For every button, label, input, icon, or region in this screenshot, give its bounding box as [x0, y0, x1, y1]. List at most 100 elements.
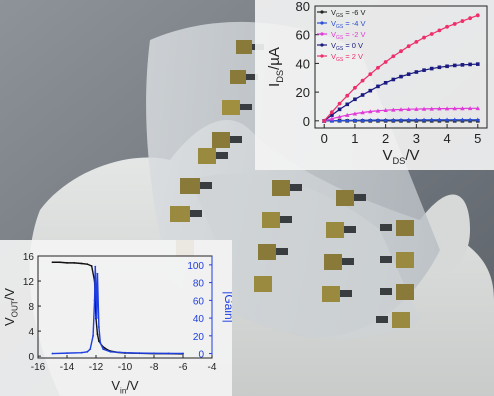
vtc-y-left-axis-label: VOUT/V — [2, 288, 20, 326]
output-y-axis-label-main: I — [266, 83, 283, 87]
output-series-2-point-3 — [345, 112, 350, 117]
vtc-series-1-point-15 — [124, 351, 126, 354]
output-legend-label-2-tail: = -2 V — [343, 30, 365, 39]
output-series-2-point-11 — [406, 106, 411, 111]
output-x-tick-label-1: 1 — [351, 131, 358, 146]
vtc-series-1-point-18 — [167, 352, 170, 355]
vtc-series-1-point-6 — [93, 299, 96, 302]
inverter-transfer-inset: -16 -14 -12 -10 -8 -6 -4 0 4 8 12 16 0 20 40 60 80 100 Vin… — [0, 240, 232, 396]
vtc-series-1-point-19 — [182, 352, 184, 355]
vtc-series-0-point-12 — [103, 347, 106, 349]
output-x-tick-label-0: 0 — [321, 131, 328, 146]
vtc-y-left-tick-label-0: 0 — [28, 352, 34, 363]
output-series-4-point-6 — [368, 72, 373, 77]
output-series-3-point-11 — [406, 72, 411, 76]
output-series-3-point-14 — [429, 66, 434, 71]
vtc-series-1-point-16 — [138, 352, 141, 355]
vtc-y-right-tick-label-5: 100 — [187, 261, 204, 272]
output-legend-marker-4 — [320, 54, 324, 58]
output-legend-marker-2 — [320, 32, 324, 36]
output-series-4-point-14 — [429, 32, 434, 36]
output-x-tick-label-5: 5 — [474, 131, 481, 146]
output-series-4-point-4 — [353, 85, 357, 90]
output-series-1-point-2 — [337, 118, 342, 123]
output-series-4-point-2 — [337, 101, 342, 106]
vtc-series-0-point-4 — [80, 262, 83, 265]
output-series-4-point-0 — [322, 118, 327, 123]
output-series-4-point-19 — [468, 16, 473, 21]
vtc-series-1-point-13 — [102, 348, 105, 351]
output-series-3-point-3 — [345, 102, 350, 107]
output-legend-label-2: VGS = -2 V — [331, 30, 366, 41]
vtc-x-axis-label-main: V — [111, 378, 120, 393]
output-series-4-point-8 — [383, 60, 388, 64]
output-legend-marker-3 — [320, 43, 324, 47]
output-series-4-point-15 — [437, 28, 442, 33]
output-series-4-point-13 — [422, 35, 426, 40]
vtc-series-1-point-17 — [153, 352, 155, 355]
output-series-1-point-13 — [421, 117, 427, 122]
output-legend-label-0-main: V — [331, 8, 336, 17]
vtc-series-1-point-4 — [89, 348, 92, 351]
output-y-axis-label: IDS/µA — [266, 47, 285, 87]
device-array-2 — [254, 180, 302, 292]
output-legend-label-1-tail: = -4 V — [343, 19, 365, 28]
output-series-3-point-13 — [422, 68, 426, 72]
output-series-2-point-14 — [429, 106, 434, 111]
output-series-2-point-5 — [360, 110, 365, 115]
output-series-2-point-19 — [467, 106, 473, 111]
vtc-x-axis-label: Vin/V — [111, 378, 139, 396]
vtc-y-right-tick-label-1: 20 — [193, 332, 205, 343]
vtc-series-1-point-14 — [109, 350, 112, 353]
output-x-axis-label-sub: DS — [392, 156, 405, 166]
output-x-axis-label: VDS/V — [382, 147, 419, 166]
vtc-series-0-point-6 — [90, 265, 93, 267]
vtc-series-0-point-2 — [66, 261, 68, 264]
output-legend-label-1: VGS = -4 V — [331, 19, 366, 30]
output-series-4-point-18 — [460, 19, 465, 23]
output-series-4-point-1 — [329, 110, 334, 115]
output-series-1-point-9 — [391, 117, 396, 122]
output-series-2-point-9 — [391, 107, 396, 112]
output-series-3-point-19 — [468, 62, 472, 67]
output-series-1-point-4 — [352, 118, 358, 123]
output-series-4-point-11 — [406, 44, 411, 49]
output-series-2-point-2 — [337, 114, 342, 119]
output-series-3-point-1 — [330, 113, 334, 117]
output-series-4-point-16 — [445, 24, 449, 29]
vtc-x-tick-label-3: -10 — [118, 362, 133, 373]
vtc-series-1-point-7 — [94, 265, 97, 268]
output-series-4-point-12 — [414, 39, 419, 44]
output-characteristics-inset: 0 1 2 3 4 5 0 20 40 60 80 VDS/V IDS/µA VGS = -6 V VGS … — [255, 0, 494, 170]
output-x-axis-label-tail: /V — [405, 147, 419, 164]
vtc-y-right-axis-label: |Gain| — [222, 291, 232, 323]
output-series-2-point-12 — [414, 106, 419, 111]
output-series-1-point-10 — [398, 117, 404, 122]
vtc-x-tick-label-6: -4 — [208, 362, 217, 373]
output-legend-label-4: VGS = 2 V — [331, 52, 363, 63]
output-series-3-point-12 — [414, 70, 419, 74]
output-y-tick-label-3: 60 — [296, 28, 310, 43]
vtc-x-tick-label-0: -16 — [31, 362, 46, 373]
output-series-1-point-16 — [444, 117, 450, 122]
output-x-tick-label-4: 4 — [443, 131, 450, 146]
output-series-1-point-6 — [368, 117, 373, 122]
vtc-series-1-point-0 — [51, 352, 54, 355]
output-series-1-point-18 — [460, 117, 465, 122]
output-series-3-point-7 — [376, 84, 380, 89]
output-legend-marker-0 — [320, 10, 324, 14]
output-y-tick-label-0: 0 — [303, 114, 310, 129]
vtc-y-right-tick-label-0: 0 — [198, 350, 204, 361]
output-series-1-point-1 — [329, 118, 335, 123]
vtc-y-left-axis-label-tail: /V — [2, 288, 17, 301]
output-y-axis-label-tail: /µA — [266, 47, 283, 70]
vtc-y-right-tick-label-4: 80 — [193, 279, 205, 290]
vtc-y-left-axis-label-sub: OUT — [11, 300, 20, 317]
output-series-1-point-8 — [383, 117, 388, 122]
vtc-series-1-point-2 — [80, 351, 83, 354]
vtc-y-left-tick-label-1: 4 — [28, 327, 34, 338]
output-legend-label-3-sub: GS — [336, 46, 344, 52]
output-legend-label-3-tail: = 0 V — [343, 41, 363, 50]
output-legend-label-4-main: V — [331, 52, 336, 61]
